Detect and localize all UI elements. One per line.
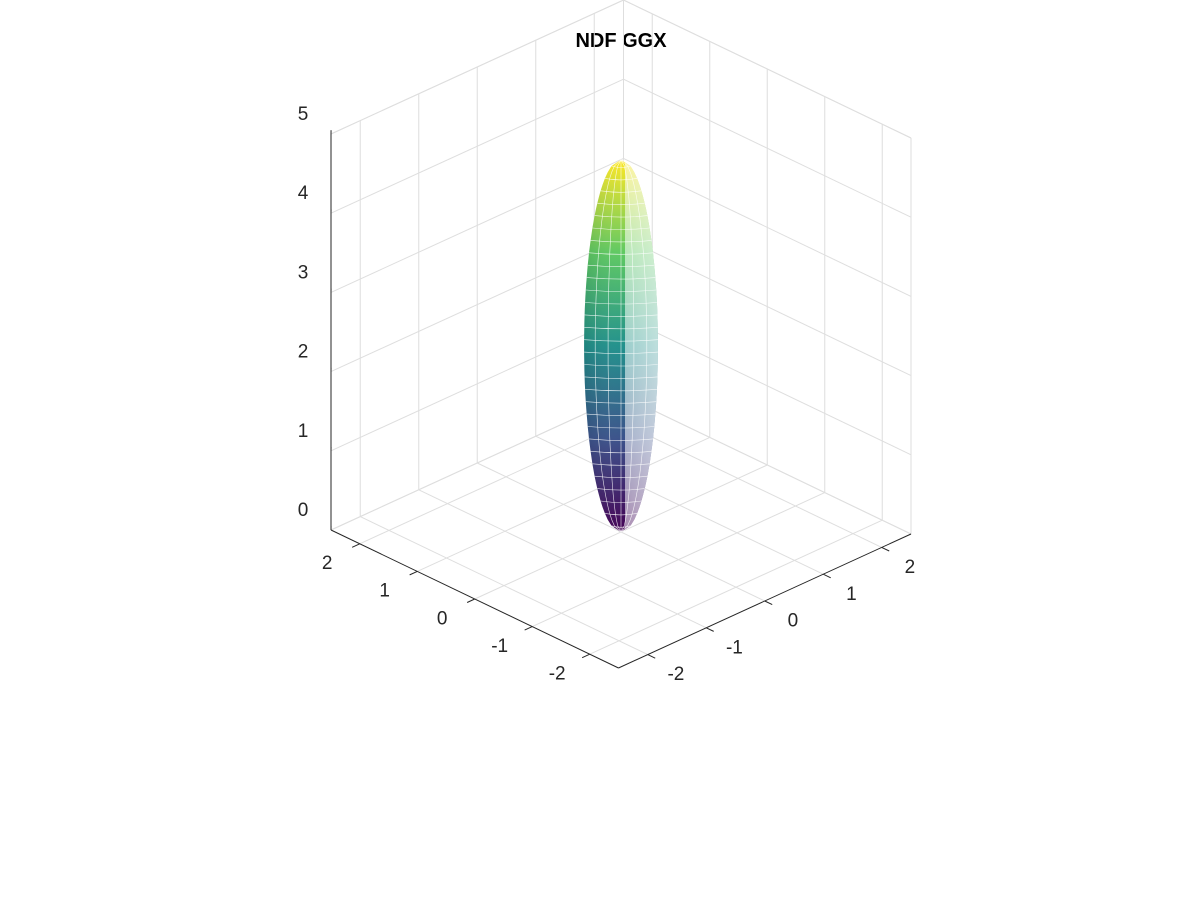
y-tick	[351, 543, 360, 548]
z-tick-label: 0	[298, 500, 309, 521]
box-edge	[623, 0, 912, 139]
surface-mesh-meridian	[620, 159, 635, 533]
floor-grid-y	[589, 519, 883, 655]
x-tick	[764, 600, 773, 606]
wall-grid-z	[623, 78, 912, 218]
axes	[330, 130, 912, 669]
x-tick-label: -2	[667, 664, 684, 685]
wall-grid-z	[623, 316, 912, 456]
surface-mesh-meridian	[620, 159, 648, 533]
y-tick	[524, 626, 533, 631]
surface-lobe	[584, 159, 658, 533]
x-tick-label: 0	[788, 611, 799, 632]
y-tick-label: 1	[379, 581, 390, 602]
z-tick-label: 4	[298, 183, 309, 204]
z-tick-label: 3	[298, 262, 309, 283]
wall-grid-z	[330, 237, 624, 373]
x-tick	[706, 627, 714, 632]
x-tick	[647, 654, 656, 659]
grid-layer	[330, 0, 912, 656]
chart-title: NDF GGX	[575, 30, 667, 52]
floor-grid-y	[417, 436, 710, 572]
surface-mesh-meridian	[607, 159, 622, 533]
x-tick	[823, 573, 831, 579]
wall-grid-z	[330, 78, 624, 214]
floor-grid-y	[532, 492, 825, 628]
x-tick-label: 2	[905, 557, 916, 578]
wall-grid-z	[330, 157, 624, 293]
y-tick-label: -2	[549, 663, 566, 684]
y-tick-label: -1	[491, 636, 508, 657]
y-tick	[581, 653, 590, 659]
y-tick-label: 0	[437, 608, 448, 629]
z-tick-label: 2	[298, 342, 309, 363]
tick-labels: -2 -1 0 1 2 -2 -1 0 1 2 0 1 2 3 4 5	[298, 104, 915, 685]
surface-highlight	[621, 159, 658, 533]
x-tick	[881, 546, 890, 552]
y-tick	[466, 598, 475, 603]
y-tick-label: 2	[322, 553, 333, 574]
box-edge	[330, 395, 624, 531]
wall-grid-z	[623, 237, 912, 377]
z-tick-label: 1	[298, 421, 309, 442]
z-tick-label: 5	[298, 104, 309, 125]
wall-grid-z	[330, 316, 624, 452]
x-tick-label: -1	[726, 637, 743, 658]
x-tick-label: 1	[846, 584, 857, 605]
box-edge	[623, 395, 912, 535]
box-edge	[330, 0, 624, 135]
surface-mesh-meridian	[594, 159, 622, 533]
y-tick	[409, 570, 418, 576]
wall-grid-z	[623, 157, 912, 297]
